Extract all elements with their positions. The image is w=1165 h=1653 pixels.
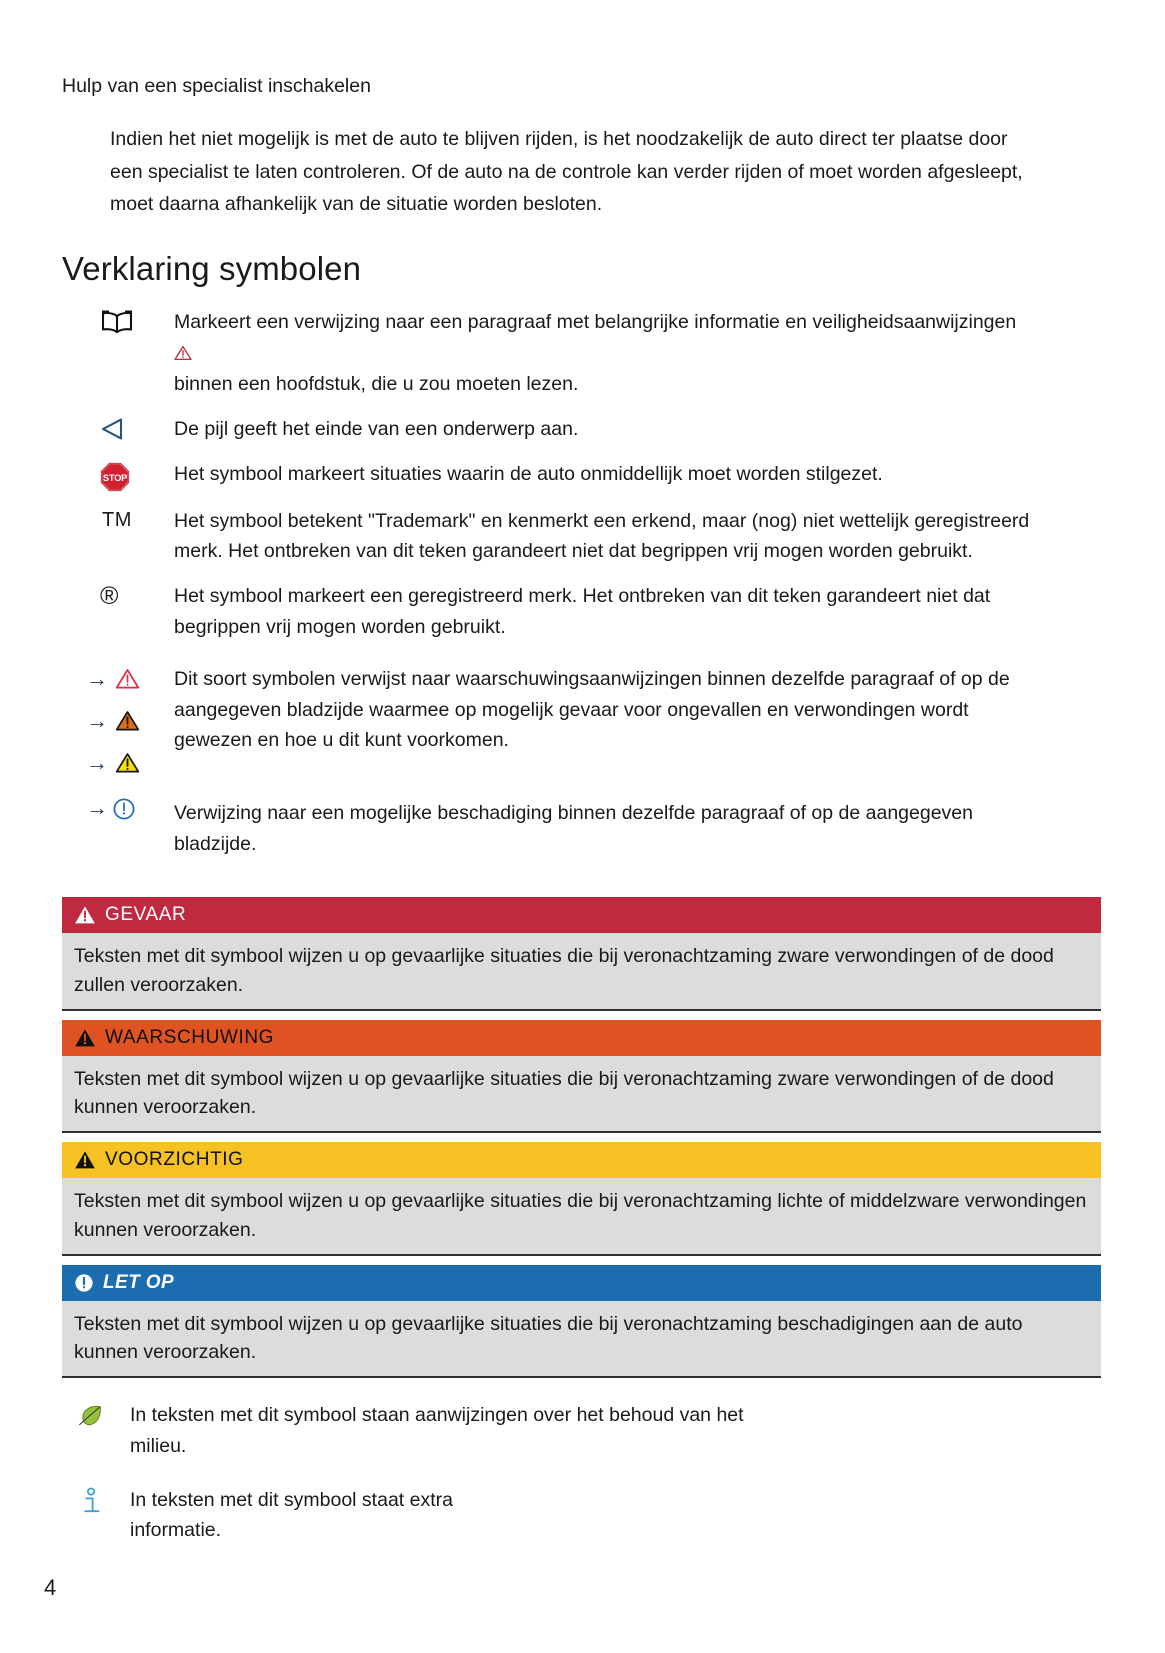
alert-warning-label: WAARSCHUWING — [105, 1026, 275, 1048]
stop-sign-icon: STOP — [100, 462, 130, 492]
alert-warning: WAARSCHUWING Teksten met dit symbool wij… — [62, 1019, 1101, 1134]
warning-triangle-outline-icon — [174, 345, 192, 361]
page-number: 4 — [44, 1575, 57, 1600]
symbol-row-stop-text: Het symbool markeert situaties waarin de… — [174, 462, 883, 485]
svg-text:STOP: STOP — [103, 472, 127, 483]
alert-warning-body: Teksten met dit symbool wijzen u op geva… — [62, 1055, 1101, 1134]
note-environment-line1: In teksten met dit symbool staan aanwijz… — [130, 1404, 744, 1427]
symbol-icon-cell: TM — [62, 505, 174, 532]
info-i-icon — [80, 1487, 130, 1517]
symbol-icon-cell: → — [62, 794, 174, 821]
alert-spacer — [62, 1255, 1101, 1265]
registered-trademark-icon: ® — [100, 582, 119, 611]
intro-paragraph: Indien het niet mogelijk is met de auto … — [110, 128, 1023, 215]
intro-subheading: Hulp van een specialist inschakelen — [62, 75, 371, 97]
alert-notice-header: LET OP — [62, 1264, 1101, 1301]
symbol-row-notice-arrow-text: Verwijzing naar een mogelijke beschadigi… — [174, 801, 973, 855]
warning-triangle-icon — [74, 1028, 96, 1048]
note-environment-line2: milieu. — [130, 1434, 187, 1457]
symbol-legend-list: Markeert een verwijzing naar een paragra… — [62, 306, 1101, 859]
symbol-row-registered-text: Het symbool markeert een geregistreerd m… — [174, 585, 991, 638]
warning-triangle-icon — [74, 1150, 96, 1170]
alert-caution-header: VOORZICHTIG — [62, 1142, 1101, 1179]
arrow-right-icon: → — [86, 794, 108, 820]
page-title: Verklaring symbolen — [62, 250, 362, 288]
symbol-icon-cell: → → — [62, 656, 174, 784]
arrow-right-icon: → — [86, 707, 108, 733]
leaf-icon — [76, 1402, 130, 1432]
alert-spacer — [62, 1010, 1101, 1020]
note-row-environment-text: In teksten met dit symbool staan aanwijz… — [130, 1400, 744, 1460]
alert-notice-label: LET OP — [103, 1271, 175, 1293]
symbol-icon-cell — [62, 413, 174, 441]
symbol-row-notice-arrow: → Verwijzing naar een mogelijke beschadi… — [62, 794, 1101, 860]
symbol-row-registered: ® Het symbool markeert een geregistreerd… — [62, 580, 1101, 643]
open-book-icon — [100, 310, 134, 334]
alert-danger: GEVAAR Teksten met dit symbool wijzen u … — [62, 897, 1101, 1011]
symbol-row-end-arrow-text: De pijl geeft het einde van een onderwer… — [174, 417, 579, 440]
arrow-warning-red-row: → — [62, 658, 174, 700]
symbol-row-trademark: TM Het symbool betekent "Trademark" en k… — [62, 505, 1101, 568]
note-row-environment: In teksten met dit symbool staan aanwijz… — [62, 1400, 1101, 1460]
symbol-icon-cell — [62, 306, 174, 334]
warning-triangle-yellow-filled-icon — [115, 752, 140, 774]
left-triangle-icon — [100, 417, 126, 441]
alert-caution: VOORZICHTIG Teksten met dit symbool wijz… — [62, 1142, 1101, 1256]
alert-notice: LET OP Teksten met dit symbool wijzen u … — [62, 1264, 1101, 1379]
symbol-row-end-arrow: De pijl geeft het einde van een onderwer… — [62, 413, 1101, 445]
warning-triangle-icon — [74, 905, 96, 925]
note-icon-cell — [62, 1400, 130, 1432]
alert-caution-label: VOORZICHTIG — [105, 1149, 244, 1171]
symbol-icon-cell: ® — [62, 580, 174, 609]
arrow-warning-triangles-icon: → → — [62, 658, 174, 784]
exclamation-circle-icon — [74, 1273, 94, 1293]
notice-exclamation-circle-icon — [112, 797, 136, 821]
symbol-row-book-text: Markeert een verwijzing naar een paragra… — [174, 306, 1034, 399]
note-info-line2: informatie. — [130, 1519, 222, 1542]
symbol-row-stop: STOP Het symbool markeert situaties waar… — [62, 458, 1101, 492]
trademark-text-icon: TM — [102, 508, 132, 531]
alert-spacer — [62, 1133, 1101, 1143]
symbol-row-warning-arrows-text: Dit soort symbolen verwijst naar waarsch… — [174, 667, 1010, 752]
alert-danger-body: Teksten met dit symbool wijzen u op geva… — [62, 933, 1101, 1011]
alert-danger-header: GEVAAR — [62, 897, 1101, 934]
note-info-line1: In teksten met dit symbool staat extra — [130, 1488, 453, 1511]
symbol-icon-cell: STOP — [62, 458, 174, 492]
symbol-row-book: Markeert een verwijzing naar een paragra… — [62, 306, 1101, 399]
arrow-right-icon: → — [86, 749, 108, 775]
arrow-warning-yellow-row: → — [62, 742, 174, 784]
symbol-row-warning-arrows: → → — [62, 656, 1101, 784]
symbol-book-text-before: Markeert een verwijzing naar een paragra… — [174, 311, 1017, 334]
alert-boxes: GEVAAR Teksten met dit symbool wijzen u … — [62, 897, 1101, 1379]
warning-triangle-red-outline-icon — [115, 668, 140, 690]
alert-warning-header: WAARSCHUWING — [62, 1019, 1101, 1056]
symbol-row-trademark-text: Het symbool betekent "Trademark" en kenm… — [174, 509, 1030, 563]
symbol-book-text-after: binnen een hoofdstuk, die u zou moeten l… — [174, 372, 579, 395]
note-row-info-text: In teksten met dit symbool staat extra i… — [130, 1485, 453, 1545]
alert-caution-body: Teksten met dit symbool wijzen u op geva… — [62, 1178, 1101, 1256]
note-row-info: In teksten met dit symbool staat extra i… — [62, 1485, 1101, 1545]
warning-triangle-orange-filled-icon — [115, 710, 140, 732]
alert-notice-body: Teksten met dit symbool wijzen u op geva… — [62, 1300, 1101, 1379]
note-icon-cell — [62, 1485, 130, 1517]
arrow-warning-orange-row: → — [62, 700, 174, 742]
note-rows: In teksten met dit symbool staan aanwijz… — [62, 1400, 1101, 1545]
alert-danger-label: GEVAAR — [105, 904, 187, 926]
arrow-right-icon: → — [86, 665, 108, 691]
